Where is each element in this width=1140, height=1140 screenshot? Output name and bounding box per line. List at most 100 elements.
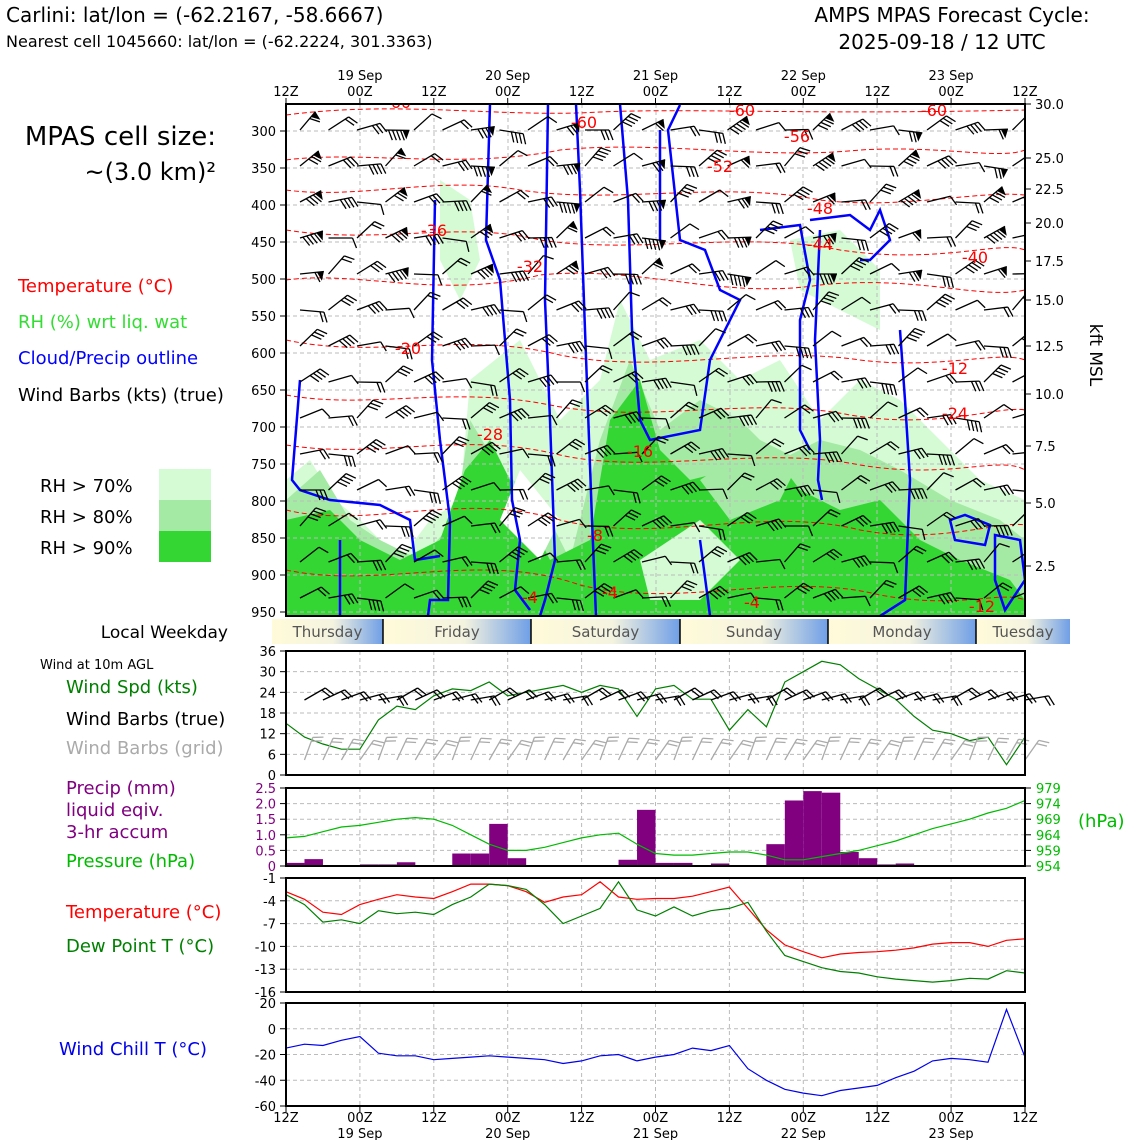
profile-wind-barb — [328, 156, 359, 169]
wind-barb-grid — [617, 737, 640, 761]
profile-wind-barb — [812, 548, 843, 563]
profile-wind-barb — [413, 371, 445, 385]
weekday-name: Saturday — [572, 623, 640, 641]
profile-wind-barb — [898, 189, 922, 208]
profile-wind-barb — [613, 273, 642, 285]
profile-wind-barb — [328, 512, 358, 527]
bottom-time-tick: 00Z — [495, 1111, 521, 1126]
profile-wind-barb — [727, 472, 755, 491]
profile-wind-barb — [755, 478, 786, 491]
temp-contour-label: -4 — [522, 588, 538, 607]
profile-wind-barb — [698, 546, 728, 563]
y-tick-label: 1.5 — [255, 813, 276, 828]
profile-wind-barb — [442, 596, 472, 608]
profile-wind-barb — [499, 129, 527, 145]
wind-barb-grid — [451, 736, 472, 761]
profile-wind-barb — [385, 345, 413, 360]
cell-size-value: ~(3.0 km)² — [84, 158, 216, 186]
weekday-name: Thursday — [292, 623, 363, 641]
profile-wind-barb — [556, 478, 587, 493]
profile-wind-barb — [556, 340, 587, 354]
wind-panel-title: Wind at 10m AGL — [40, 658, 154, 673]
top-time-tick: 12Z — [864, 85, 890, 100]
profile-wind-barb — [841, 377, 872, 389]
profile-wind-barb — [755, 597, 784, 611]
profile-wind-barb — [527, 334, 558, 347]
profile-wind-barb — [869, 183, 897, 203]
profile-wind-barb — [955, 220, 983, 239]
profile-wind-barb — [841, 475, 871, 491]
profile-wind-barb — [983, 444, 1015, 455]
pressure-tick-label: 700 — [251, 421, 276, 436]
profile-wind-barb — [926, 453, 956, 466]
profile-wind-barb — [356, 300, 388, 315]
profile-wind-barb — [955, 121, 986, 135]
profile-wind-barb — [385, 187, 408, 203]
profile-wind-barb — [299, 586, 330, 599]
profile-wind-barb — [869, 579, 897, 599]
profile-wind-barb — [898, 129, 923, 143]
precip-bar — [858, 858, 878, 866]
profile-wind-barb — [356, 439, 386, 455]
nearest-cell-line: Nearest cell 1045660: lat/lon = (-62.222… — [6, 32, 433, 51]
wind-chill-panel: 20 0 -20 -40 -60 — [255, 997, 1026, 1115]
profile-wind-barb — [698, 270, 729, 282]
y-tick-label: -1 — [263, 872, 276, 887]
pressure-label: Pressure (hPa) — [66, 851, 195, 872]
profile-wind-barb — [670, 183, 698, 203]
wind-barb-grid — [488, 738, 512, 761]
profile-wind-barb — [670, 401, 699, 419]
profile-wind-barb — [385, 445, 416, 455]
legend-rh70-swatch — [159, 469, 211, 500]
top-time-tick: 00Z — [938, 85, 964, 100]
profile-wind-barb — [755, 201, 784, 215]
profile-wind-barb — [841, 118, 872, 133]
temp-contour-label: -60 — [571, 113, 597, 132]
pressure-tick-label: 450 — [251, 236, 276, 251]
profile-wind-barb — [328, 473, 357, 491]
precip-bar — [470, 853, 490, 866]
top-date-label: 23 Sep — [929, 69, 974, 84]
profile-wind-barb — [470, 561, 499, 575]
profile-wind-barb — [755, 558, 786, 570]
temp-contour-label: -8 — [587, 526, 603, 545]
wind-chill-label: Wind Chill T (°C) — [59, 1039, 207, 1060]
profile-wind-barb — [727, 453, 756, 467]
wind-barb-true — [840, 695, 871, 707]
profile-wind-barb — [356, 559, 387, 571]
wind-barb-grid — [507, 739, 533, 761]
profile-wind-barb — [898, 269, 923, 282]
profile-wind-barb — [784, 128, 814, 140]
profile-wind-barb — [812, 489, 841, 504]
profile-wind-barb — [983, 225, 1007, 244]
height-tick-label: 12.5 — [1035, 340, 1064, 355]
profile-wind-barb — [727, 294, 756, 311]
profile-wind-barb — [727, 552, 758, 566]
profile-wind-barb — [784, 484, 815, 498]
profile-wind-barb — [499, 448, 530, 459]
profile-wind-barb — [698, 447, 730, 461]
profile-wind-barb — [869, 125, 900, 136]
forecast-cycle-title: AMPS MPAS Forecast Cycle: — [814, 3, 1089, 27]
profile-wind-barb — [926, 373, 958, 385]
temp-contour-label: -44 — [807, 235, 833, 254]
profile-wind-barb — [983, 542, 1010, 563]
profile-wind-barb — [955, 201, 984, 214]
bottom-time-tick: 00Z — [938, 1111, 964, 1126]
wind-barb-true — [1006, 693, 1037, 704]
wind-barb-grid — [414, 738, 439, 761]
profile-wind-barb — [413, 113, 442, 131]
profile-wind-barb — [356, 519, 388, 530]
height-axis-ticks: 30.0 25.0 22.5 20.0 17.5 15.0 12.5 10.0 7.5 5.0 2.… — [1025, 98, 1064, 575]
profile-wind-barb — [670, 580, 698, 599]
profile-wind-barb — [385, 525, 414, 538]
profile-wind-barb — [698, 309, 728, 322]
pressure-tick-label: 950 — [251, 606, 276, 621]
top-time-tick: 12Z — [569, 85, 595, 100]
bottom-time-tick: 00Z — [643, 1111, 669, 1126]
profile-wind-barb — [299, 408, 331, 419]
temp-contour-label: -16 — [627, 442, 653, 461]
profile-wind-barb — [926, 273, 954, 288]
profile-wind-barb — [328, 593, 359, 605]
